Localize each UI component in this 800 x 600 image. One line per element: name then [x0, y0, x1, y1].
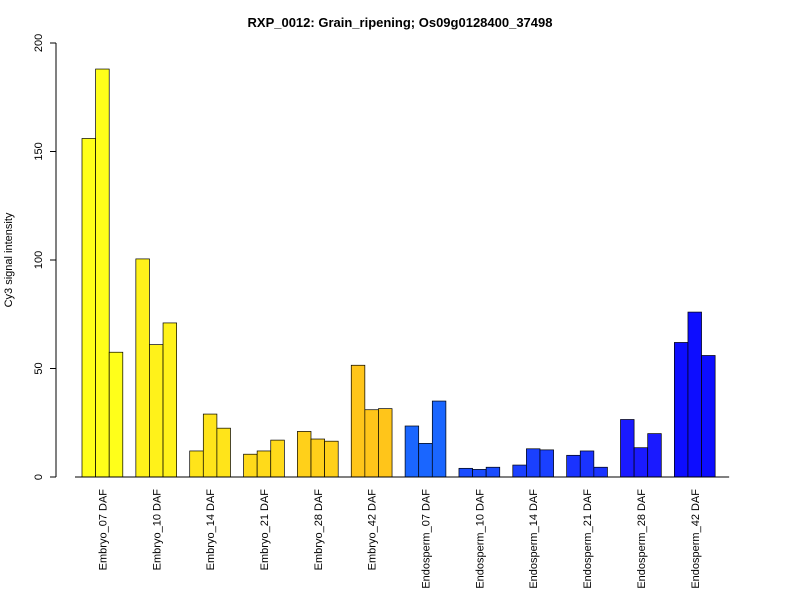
bar — [647, 433, 662, 478]
bar — [324, 440, 339, 478]
x-tick-label: Endosperm_14 DAF — [528, 489, 540, 589]
bar — [418, 443, 433, 478]
y-axis-label: Cy3 signal intensity — [3, 212, 15, 307]
y-tick-label: 50 — [33, 362, 45, 374]
bars-group — [81, 68, 716, 478]
x-axis-labels: Embryo_07 DAF Embryo_10 DAF Embryo_14 DAF E… — [97, 489, 701, 589]
bar — [673, 342, 689, 478]
y-axis: 0 50 100 150 200 — [33, 34, 57, 480]
x-tick-label: Endosperm_42 DAF — [690, 489, 702, 589]
x-tick-label: Embryo_14 DAF — [205, 489, 217, 571]
bar — [297, 431, 312, 478]
bar — [81, 138, 96, 478]
bar — [202, 413, 218, 478]
x-tick-label: Embryo_07 DAF — [97, 489, 109, 571]
bar — [108, 351, 124, 478]
x-tick-label: Embryo_21 DAF — [259, 489, 271, 571]
bar — [579, 450, 595, 478]
x-tick-label: Endosperm_21 DAF — [582, 489, 594, 589]
bar — [135, 258, 150, 478]
y-tick-label: 200 — [33, 34, 45, 52]
y-tick-label: 150 — [33, 142, 45, 160]
y-tick-label: 100 — [33, 251, 45, 269]
x-tick-label: Endosperm_10 DAF — [474, 489, 486, 589]
bar — [458, 467, 473, 478]
bar — [350, 364, 366, 478]
bar — [620, 419, 635, 478]
bar — [431, 400, 447, 478]
bar — [472, 469, 487, 478]
bar — [256, 450, 272, 478]
bar — [539, 449, 554, 478]
y-tick-label: 0 — [33, 474, 45, 480]
chart-title: RXP_0012: Grain_ripening; Os09g0128400_3… — [248, 15, 553, 30]
bar — [485, 466, 501, 478]
bar — [149, 344, 164, 478]
bar — [633, 447, 649, 478]
bar — [216, 427, 231, 478]
bar — [189, 450, 204, 478]
x-tick-label: Endosperm_28 DAF — [636, 489, 648, 589]
bar — [243, 453, 258, 478]
bar — [701, 355, 716, 478]
x-tick-label: Embryo_28 DAF — [313, 489, 325, 571]
x-tick-label: Embryo_10 DAF — [151, 489, 163, 571]
bar — [593, 466, 608, 478]
bar — [687, 311, 702, 478]
bar — [310, 438, 325, 478]
bar — [566, 454, 581, 478]
bar — [270, 439, 285, 478]
bar — [526, 448, 541, 478]
bar — [364, 409, 379, 478]
bar — [162, 322, 178, 478]
bar — [404, 425, 420, 478]
x-tick-label: Endosperm_07 DAF — [421, 489, 433, 589]
bar — [512, 464, 527, 478]
bar — [95, 68, 110, 478]
x-tick-label: Embryo_42 DAF — [367, 489, 379, 571]
bar — [378, 408, 393, 478]
